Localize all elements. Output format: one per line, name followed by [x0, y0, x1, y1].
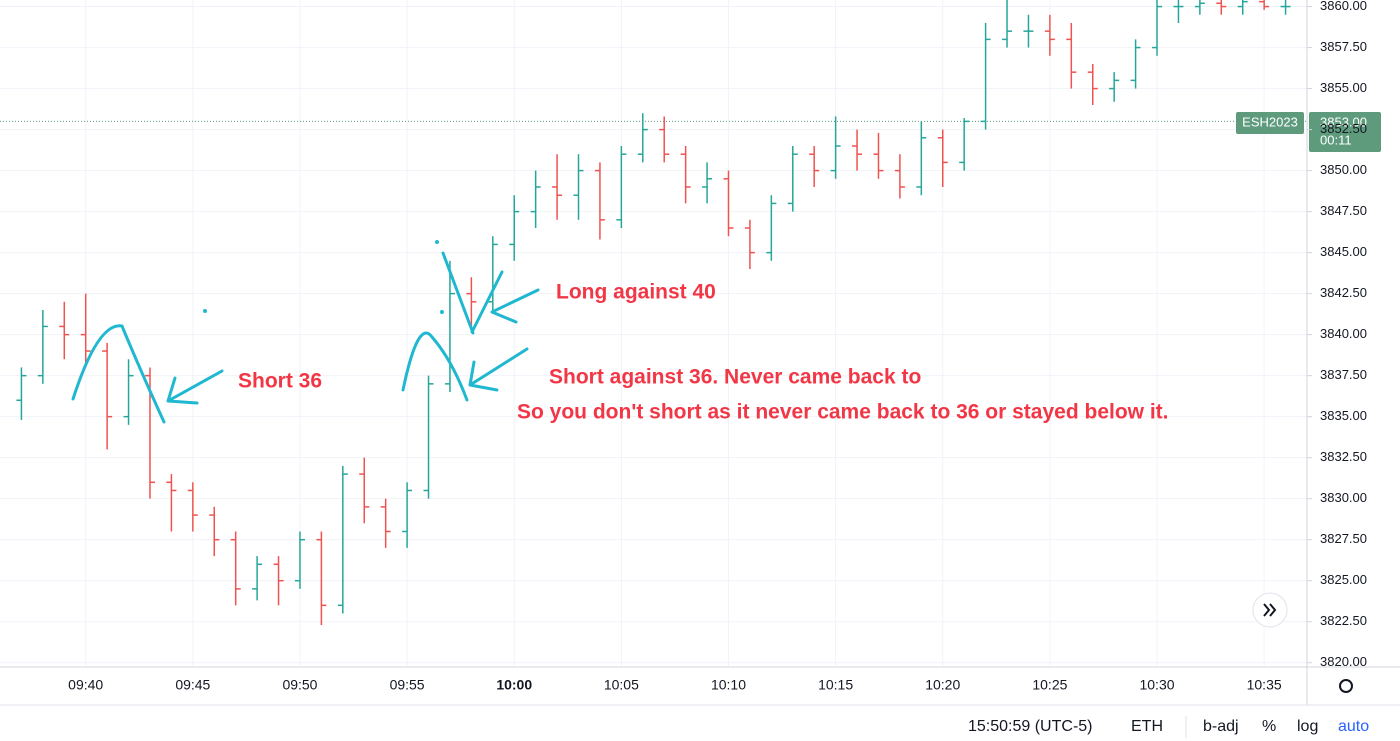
percent-toggle[interactable]: %: [1262, 718, 1276, 735]
drawings: [71, 240, 540, 424]
drawing-arrow: [441, 251, 504, 335]
y-tick-label: 3855.00: [1320, 80, 1367, 95]
y-tick-label: 3842.50: [1320, 285, 1367, 300]
symbol-tag: [1236, 112, 1304, 134]
drawing-dot: [435, 240, 439, 244]
scroll-icon: [1263, 603, 1277, 617]
x-tick-label: 09:50: [282, 677, 317, 693]
y-tick-label: 3857.50: [1320, 39, 1367, 54]
y-tick-label: 3837.50: [1320, 367, 1367, 382]
y-tick-label: 3827.50: [1320, 531, 1367, 546]
log-toggle[interactable]: log: [1297, 718, 1318, 735]
time-zone[interactable]: 15:50:59 (UTC-5): [968, 718, 1093, 735]
y-tick-label: 3850.00: [1320, 162, 1367, 177]
session[interactable]: ETH: [1131, 718, 1163, 735]
annotation: Short 36: [238, 370, 322, 393]
x-tick-label: 09:55: [390, 677, 425, 693]
x-tick-label: 10:10: [711, 677, 746, 693]
y-tick-label: 3825.00: [1320, 572, 1367, 587]
y-tick-label: 3830.00: [1320, 490, 1367, 505]
symbol-label: ESH2023: [1242, 114, 1298, 129]
y-tick-label: 3847.50: [1320, 203, 1367, 218]
y-tick-label: 3835.00: [1320, 408, 1367, 423]
drawing-arrow: [468, 347, 529, 392]
drawing-arrow: [166, 369, 224, 405]
y-tick-label: 3822.50: [1320, 613, 1367, 628]
drawing-arrow: [490, 288, 540, 324]
adjust-toggle[interactable]: b-adj: [1203, 718, 1239, 735]
x-tick-label: 10:35: [1247, 677, 1282, 693]
settings-button[interactable]: [1339, 679, 1353, 693]
y-tick-label: 3832.50: [1320, 449, 1367, 464]
drawing-curve: [401, 331, 469, 402]
y-tick-label: 3852.50: [1320, 121, 1367, 136]
y-tick-label: 3820.00: [1320, 654, 1367, 669]
price-tag: [1309, 112, 1381, 152]
annotation: So you don't short as it never came back…: [517, 401, 1169, 424]
x-tick-label: 10:30: [1139, 677, 1174, 693]
y-tick-label: 3860.00: [1320, 0, 1367, 13]
x-tick-label: 09:45: [175, 677, 210, 693]
annotation: Long against 40: [556, 281, 716, 304]
last-price-label: 3853.00: [1320, 114, 1367, 129]
annotation: Short against 36. Never came back to: [549, 366, 921, 389]
x-tick-label: 10:20: [925, 677, 960, 693]
drawing-curve: [71, 324, 166, 424]
x-tick-label: 09:40: [68, 677, 103, 693]
countdown: 00:11: [1320, 132, 1352, 147]
x-tick-label: 10:00: [496, 677, 532, 693]
auto-toggle[interactable]: auto: [1338, 718, 1369, 735]
drawing-dot: [440, 310, 444, 314]
x-tick-label: 10:05: [604, 677, 639, 693]
y-tick-label: 3840.00: [1320, 326, 1367, 341]
x-tick-label: 10:25: [1032, 677, 1067, 693]
x-tick-label: 10:15: [818, 677, 853, 693]
drawing-dot: [203, 309, 207, 313]
plot-area: [0, 0, 1307, 666]
y-tick-label: 3845.00: [1320, 244, 1367, 259]
